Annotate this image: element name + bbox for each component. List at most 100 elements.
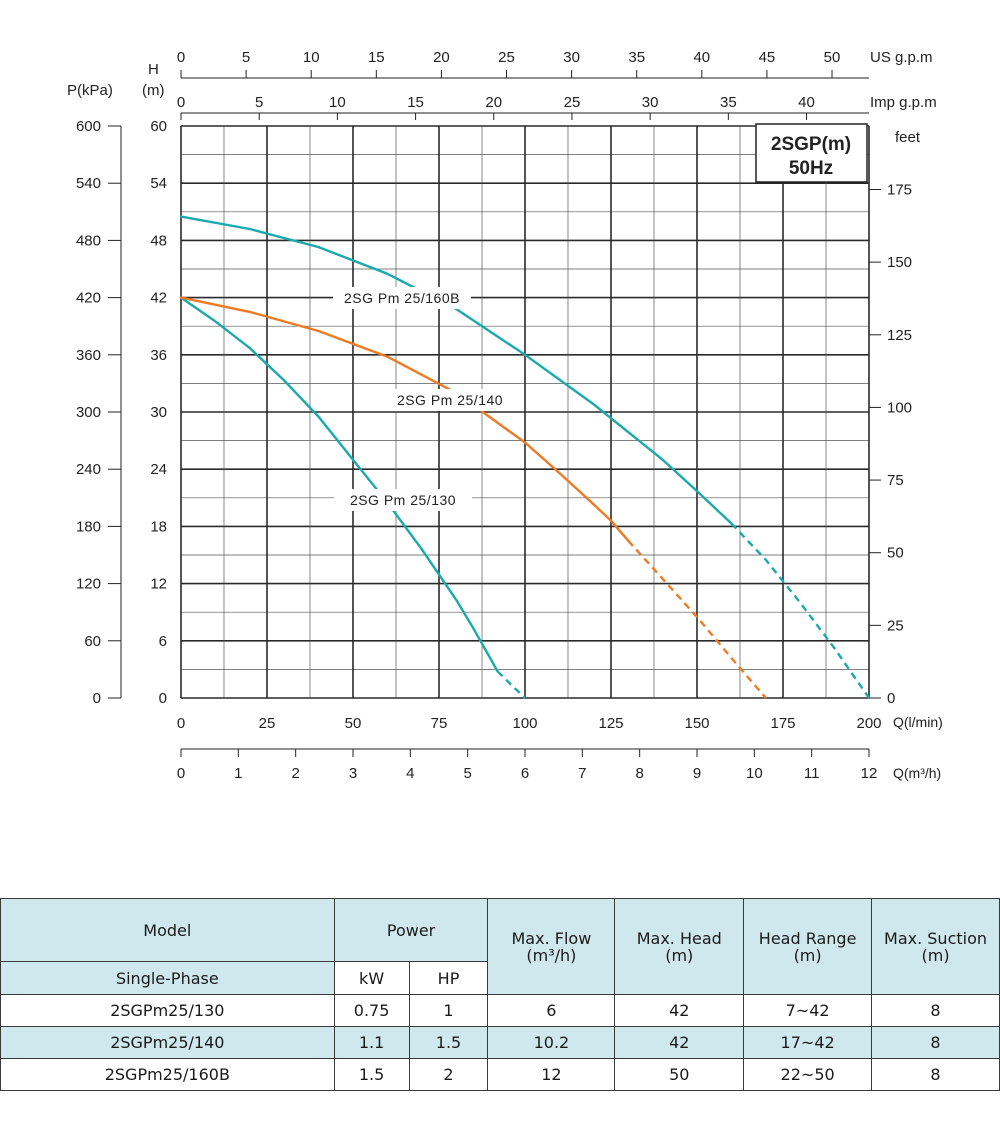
head-range-header: Head Range (m) [743, 898, 873, 995]
hp-cell: 2 [408, 1058, 489, 1091]
x-m3h-tick-label: 5 [463, 765, 471, 782]
head-range-cell: 17~42 [743, 1026, 873, 1059]
p-tick-label: 300 [76, 404, 101, 421]
pump-curve-solid [179, 215, 733, 525]
x-lmin-tick-label: 100 [512, 715, 537, 732]
model-header: Model [0, 898, 335, 962]
hp-cell: 1 [408, 994, 489, 1027]
pump-curve-solid [179, 296, 630, 542]
p-axis-label: P(kPa) [67, 82, 113, 99]
imp-axis-label: Imp g.p.m [870, 94, 937, 111]
x-m3h-tick-label: 12 [861, 765, 878, 782]
h-axis-label-bottom: (m) [142, 82, 165, 99]
x-lmin-tick-label: 0 [177, 715, 185, 732]
imp-tick-label: 0 [177, 94, 185, 111]
feet-tick-label: 0 [887, 690, 895, 707]
h-tick-label: 36 [150, 347, 167, 364]
x-m3h-tick-label: 7 [578, 765, 586, 782]
table-row: 2SGPm25/140 1.1 1.5 10.2 42 17~42 8 [0, 1026, 1000, 1059]
p-tick-label: 420 [76, 290, 101, 307]
x-m3h-axis-label: Q(m³/h) [893, 765, 941, 781]
x-lmin-tick-label: 150 [684, 715, 709, 732]
power-header: Power [333, 898, 489, 962]
feet-tick-label: 75 [887, 472, 904, 489]
chart-curves [179, 215, 870, 699]
feet-tick-label: 100 [887, 399, 912, 416]
curve-label-background [334, 489, 472, 511]
p-tick-label: 240 [76, 461, 101, 478]
imp-tick-label: 5 [255, 94, 263, 111]
curve-label-background [333, 287, 471, 309]
x-m3h-tick-label: 11 [804, 765, 820, 782]
model-badge-title: 2SGP(m) [771, 134, 851, 155]
pump-curve-dashed [730, 522, 870, 699]
p-tick-label: 540 [76, 175, 101, 192]
max-head-cell: 42 [614, 1026, 745, 1059]
kw-cell: 1.1 [333, 1026, 410, 1059]
pump-spec-table: Model Power Max. Flow (m³/h) Max. Head (m)… [0, 898, 1000, 1091]
feet-tick-label: 150 [887, 254, 912, 271]
x-m3h-tick-label: 8 [635, 765, 643, 782]
single-phase-header: Single-Phase [0, 961, 335, 995]
pump-curve-dashed [496, 670, 526, 699]
x-m3h-tick-label: 4 [406, 765, 414, 782]
h-tick-label: 42 [150, 290, 167, 307]
max-flow-header: Max. Flow (m³/h) [487, 898, 616, 995]
p-tick-label: 360 [76, 347, 101, 364]
chart-labels: 2SG Pm 25/160B 2SG Pm 25/140 2SG Pm 25/130 [333, 287, 519, 511]
max-head-cell: 42 [614, 994, 745, 1027]
feet-tick-label: 25 [887, 617, 904, 634]
max-flow-cell: 12 [487, 1058, 616, 1091]
model-badge-frequency: 50Hz [789, 158, 833, 179]
us-tick-label: 40 [693, 49, 710, 66]
h-tick-label: 54 [150, 175, 167, 192]
pump-performance-chart: 0612182430364248546006012018024030036042… [67, 49, 943, 782]
kw-cell: 0.75 [333, 994, 410, 1027]
max-suction-cell: 8 [871, 1058, 1000, 1091]
model-cell: 2SGPm25/140 [0, 1026, 335, 1059]
imp-tick-label: 40 [798, 94, 815, 111]
max-suction-cell: 8 [871, 994, 1000, 1027]
p-tick-label: 120 [76, 576, 101, 593]
us-tick-label: 25 [498, 49, 515, 66]
us-tick-label: 10 [303, 49, 320, 66]
feet-tick-label: 175 [887, 181, 912, 198]
chart-grid [180, 125, 870, 699]
p-tick-label: 480 [76, 232, 101, 249]
x-lmin-axis-label: Q(l/min) [893, 714, 943, 730]
h-tick-label: 48 [150, 232, 167, 249]
max-flow-cell: 6 [487, 994, 616, 1027]
x-lmin-tick-label: 200 [856, 715, 881, 732]
h-tick-label: 24 [150, 461, 167, 478]
x-lmin-tick-label: 50 [345, 715, 362, 732]
model-cell: 2SGPm25/160B [0, 1058, 335, 1091]
head-range-cell: 22~50 [743, 1058, 873, 1091]
h-tick-label: 60 [150, 118, 167, 135]
hp-cell: 1.5 [408, 1026, 489, 1059]
p-tick-label: 180 [76, 518, 101, 535]
x-m3h-tick-label: 3 [349, 765, 357, 782]
us-tick-label: 20 [433, 49, 450, 66]
imp-tick-label: 10 [329, 94, 346, 111]
x-m3h-tick-label: 0 [177, 765, 185, 782]
table-row: 2SGPm25/160B 1.5 2 12 50 22~50 8 [0, 1058, 1000, 1091]
p-tick-label: 0 [93, 690, 101, 707]
table-row: 2SGPm25/130 0.75 1 6 42 7~42 8 [0, 994, 1000, 1027]
imp-tick-label: 15 [407, 94, 424, 111]
max-suction-header: Max. Suction (m) [871, 898, 1000, 995]
p-tick-label: 60 [84, 633, 101, 650]
us-tick-label: 15 [368, 49, 385, 66]
h-tick-label: 0 [159, 690, 167, 707]
model-badge-box [755, 123, 868, 183]
feet-tick-label: 125 [887, 327, 912, 344]
imp-tick-label: 20 [485, 94, 502, 111]
max-flow-cell: 10.2 [487, 1026, 616, 1059]
x-m3h-tick-label: 9 [693, 765, 701, 782]
us-tick-label: 30 [563, 49, 580, 66]
kw-header: kW [333, 961, 410, 995]
imp-tick-label: 35 [720, 94, 737, 111]
curve-label: 2SG Pm 25/160B [344, 290, 460, 306]
pump-curve-solid [179, 296, 499, 673]
x-m3h-tick-label: 2 [291, 765, 299, 782]
x-m3h-tick-label: 10 [746, 765, 763, 782]
